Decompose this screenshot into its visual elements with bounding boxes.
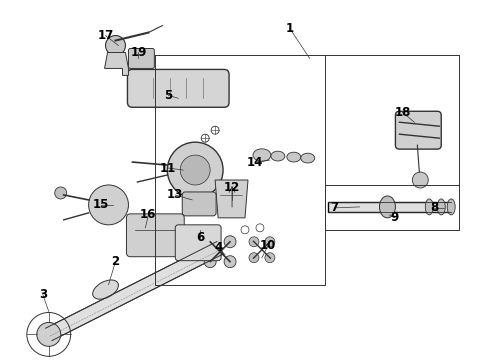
Circle shape bbox=[211, 126, 219, 134]
Text: 6: 6 bbox=[196, 231, 204, 244]
Circle shape bbox=[413, 172, 428, 188]
Text: 19: 19 bbox=[130, 46, 147, 59]
Text: 1: 1 bbox=[286, 22, 294, 35]
Circle shape bbox=[204, 236, 216, 248]
Circle shape bbox=[249, 253, 259, 263]
FancyBboxPatch shape bbox=[128, 49, 154, 68]
Text: 4: 4 bbox=[214, 241, 222, 254]
Ellipse shape bbox=[379, 196, 395, 218]
FancyBboxPatch shape bbox=[126, 214, 184, 257]
Ellipse shape bbox=[93, 280, 119, 299]
Text: 14: 14 bbox=[247, 156, 263, 168]
Circle shape bbox=[241, 226, 249, 234]
Ellipse shape bbox=[287, 152, 301, 162]
Ellipse shape bbox=[253, 149, 271, 161]
Circle shape bbox=[256, 224, 264, 232]
Text: 2: 2 bbox=[111, 255, 120, 268]
FancyBboxPatch shape bbox=[395, 111, 441, 149]
Text: 16: 16 bbox=[140, 208, 157, 221]
Text: 11: 11 bbox=[160, 162, 176, 175]
Circle shape bbox=[105, 36, 125, 55]
Text: 10: 10 bbox=[260, 239, 276, 252]
FancyBboxPatch shape bbox=[175, 225, 221, 261]
Ellipse shape bbox=[271, 151, 285, 161]
Text: 18: 18 bbox=[394, 106, 411, 119]
Circle shape bbox=[249, 237, 259, 247]
Circle shape bbox=[201, 134, 209, 142]
Circle shape bbox=[265, 237, 275, 247]
Circle shape bbox=[89, 185, 128, 225]
Ellipse shape bbox=[301, 153, 315, 163]
Circle shape bbox=[265, 253, 275, 263]
Text: 5: 5 bbox=[164, 89, 172, 102]
Circle shape bbox=[224, 236, 236, 248]
Text: 12: 12 bbox=[224, 181, 240, 194]
Text: 3: 3 bbox=[39, 288, 47, 301]
Text: 17: 17 bbox=[98, 29, 114, 42]
Ellipse shape bbox=[447, 199, 455, 215]
Ellipse shape bbox=[437, 199, 445, 215]
FancyBboxPatch shape bbox=[127, 69, 229, 107]
Polygon shape bbox=[104, 53, 128, 75]
Text: 9: 9 bbox=[391, 211, 398, 224]
Text: 7: 7 bbox=[331, 201, 339, 215]
Circle shape bbox=[55, 187, 67, 199]
Text: 8: 8 bbox=[430, 201, 439, 215]
Ellipse shape bbox=[425, 199, 433, 215]
Polygon shape bbox=[46, 242, 223, 341]
Text: 13: 13 bbox=[167, 188, 183, 202]
FancyBboxPatch shape bbox=[328, 202, 451, 212]
Circle shape bbox=[167, 142, 223, 198]
Circle shape bbox=[180, 155, 210, 185]
Circle shape bbox=[204, 256, 216, 268]
Circle shape bbox=[224, 256, 236, 268]
FancyBboxPatch shape bbox=[182, 192, 216, 216]
Polygon shape bbox=[215, 180, 248, 218]
Text: 15: 15 bbox=[93, 198, 109, 211]
Circle shape bbox=[37, 323, 61, 346]
